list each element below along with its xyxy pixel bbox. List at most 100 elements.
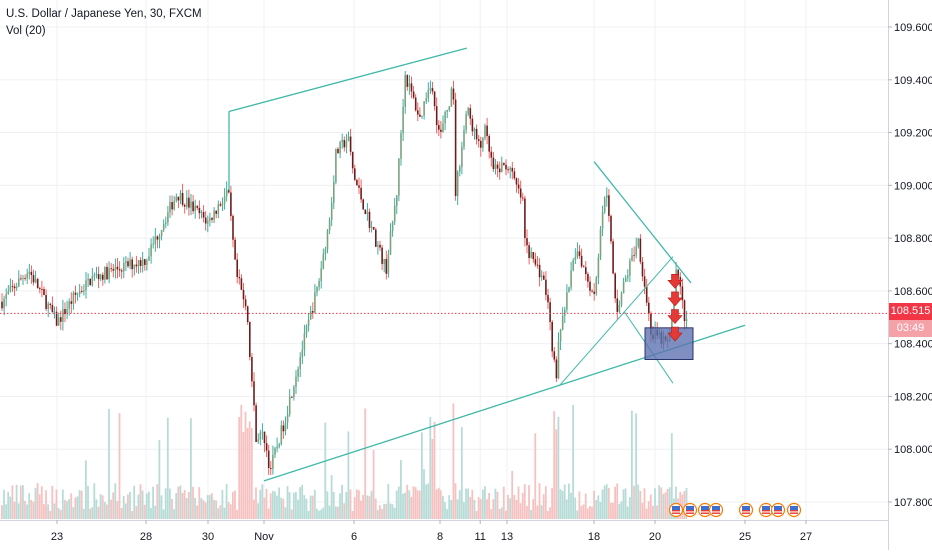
volume-bar <box>652 505 654 519</box>
candle <box>417 102 419 122</box>
volume-bar <box>593 490 595 519</box>
candle <box>404 70 406 114</box>
volume-bar <box>536 505 539 519</box>
candle <box>501 156 503 173</box>
volume-bar <box>95 499 98 519</box>
volume-bar <box>215 500 217 519</box>
volume-bar <box>542 494 545 519</box>
candle <box>450 86 453 107</box>
symbol-title[interactable]: U.S. Dollar / Japanese Yen, 30, FXCM <box>6 8 202 20</box>
event-markers[interactable] <box>668 502 802 518</box>
volume-title[interactable]: Vol (20) <box>6 25 46 37</box>
candle <box>318 278 320 291</box>
candle <box>576 242 579 260</box>
candle <box>410 76 413 99</box>
volume-bar <box>540 505 543 519</box>
volume-bar <box>232 491 234 519</box>
volume-bar <box>570 492 572 519</box>
candle <box>532 251 535 263</box>
volume-bar <box>19 485 22 519</box>
volume-bar <box>290 509 293 519</box>
candle <box>72 290 75 310</box>
candle <box>257 433 259 444</box>
candle <box>467 106 469 117</box>
volume-bar <box>418 490 421 519</box>
candle <box>108 261 110 284</box>
volume-bar <box>334 506 337 519</box>
candle <box>263 431 266 453</box>
candle <box>284 416 287 436</box>
candle <box>452 80 455 105</box>
volume-bar <box>162 509 165 519</box>
candle <box>379 240 381 251</box>
candle <box>362 198 364 210</box>
candle <box>154 228 157 252</box>
volume-bar <box>292 492 295 519</box>
volume-bar <box>685 488 688 519</box>
grid <box>0 0 888 520</box>
volume-bar <box>347 431 350 519</box>
candle <box>171 195 173 216</box>
volume-bar <box>34 488 37 519</box>
candle <box>39 286 41 294</box>
candle <box>186 190 188 210</box>
volume-bar <box>145 493 148 519</box>
volume-bar <box>423 469 425 519</box>
volume-bar <box>341 484 343 519</box>
volume-bar <box>7 491 10 519</box>
volume-bar <box>492 499 495 519</box>
candle <box>442 115 444 133</box>
candle <box>643 268 646 295</box>
drawings[interactable] <box>228 47 746 482</box>
volume-bar <box>28 493 31 519</box>
volume-bar <box>339 493 341 519</box>
volume-bar <box>488 493 490 519</box>
y-axis[interactable]: 109.600 109.400 109.200 109.000 108.800 108.6… <box>888 0 932 550</box>
candle <box>150 238 152 264</box>
volume-bar <box>530 509 532 519</box>
candle <box>517 178 520 194</box>
volume-bar <box>99 494 102 519</box>
x-axis[interactable]: 23 28 30 Nov 6 8 11 13 18 20 25 27 <box>0 520 888 543</box>
volume-bar <box>108 409 110 519</box>
trendline <box>593 161 692 284</box>
volume-bar <box>166 417 169 519</box>
candle <box>309 305 312 320</box>
volume-bar <box>72 507 75 519</box>
volume-bar <box>185 498 188 519</box>
volume-bar <box>547 510 549 519</box>
volume-bar <box>528 485 530 519</box>
volume-bar <box>59 509 62 519</box>
volume-bar <box>204 502 207 519</box>
volume-bar <box>114 483 117 519</box>
candle <box>316 286 318 297</box>
volume-bar <box>414 487 417 519</box>
candle <box>177 196 180 209</box>
volume-bar <box>337 506 339 519</box>
volume-bar <box>187 492 190 519</box>
candle <box>524 195 526 247</box>
volume-bar <box>549 507 551 519</box>
volume-bar <box>32 501 35 519</box>
volume-bar <box>589 506 591 519</box>
candle <box>307 313 310 332</box>
volume-bar <box>511 470 514 519</box>
volume-bar <box>156 484 159 519</box>
candle <box>429 80 432 94</box>
candle <box>328 217 331 235</box>
volume-bar <box>584 493 587 519</box>
volume-bar <box>211 493 213 519</box>
volume-bar <box>372 450 375 519</box>
volume-bar <box>400 460 402 519</box>
candle <box>519 180 522 205</box>
candle <box>637 237 640 249</box>
candle <box>347 131 350 142</box>
candle <box>608 189 610 222</box>
volume-bar <box>568 483 570 519</box>
volume-bar <box>305 498 308 519</box>
volume-bar <box>219 505 222 519</box>
volume-bar <box>421 432 423 519</box>
volume-bar <box>190 418 192 519</box>
